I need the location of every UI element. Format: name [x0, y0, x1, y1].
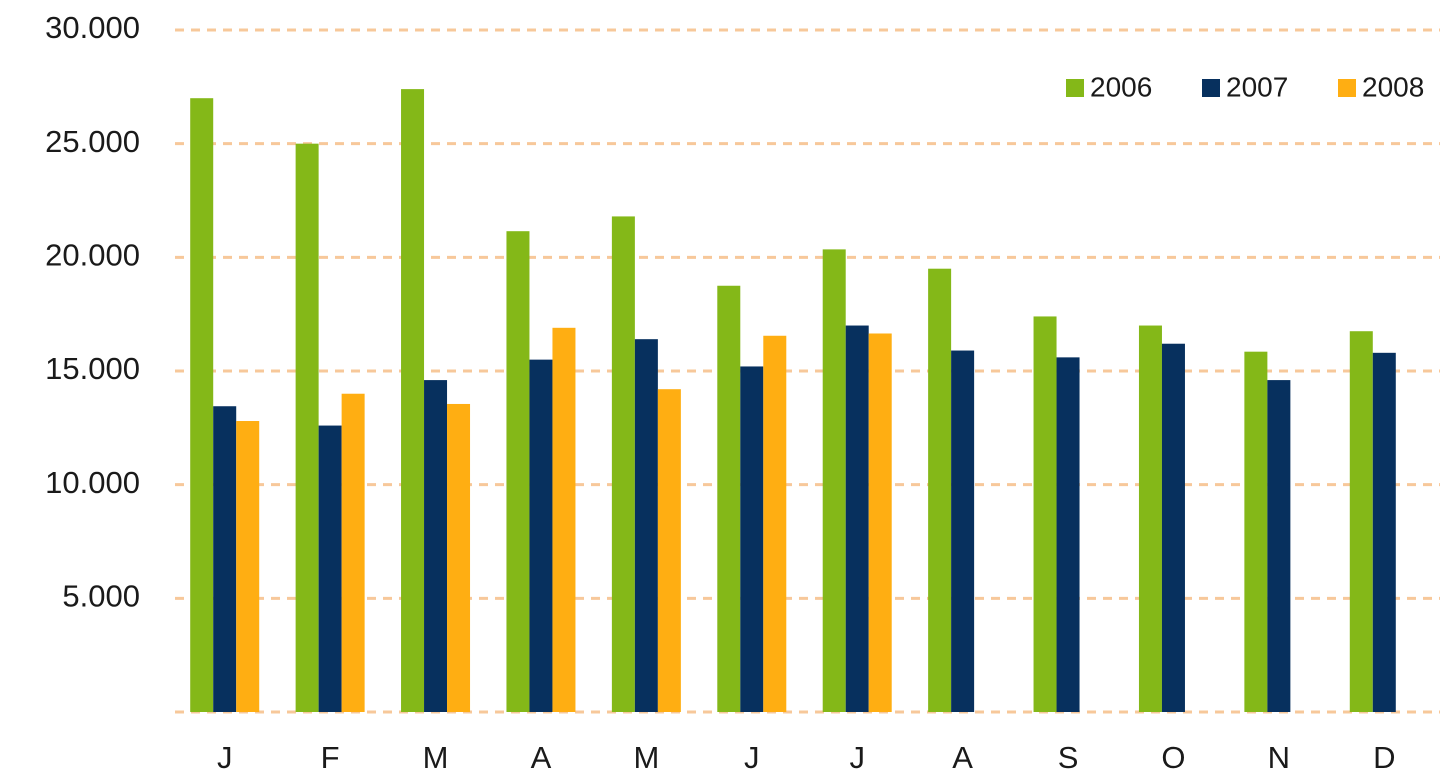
- bar: [657, 389, 681, 712]
- x-tick-label: A: [952, 740, 973, 775]
- bar: [236, 421, 260, 712]
- x-tick-label: N: [1268, 740, 1290, 775]
- x-tick-label: F: [321, 740, 340, 775]
- y-tick-label: 15.000: [45, 351, 140, 386]
- bar: [634, 339, 658, 712]
- bar: [506, 231, 530, 712]
- bar: [295, 143, 319, 712]
- y-tick-label: 25.000: [45, 124, 140, 159]
- y-tick-label: 10.000: [45, 465, 140, 500]
- bar: [447, 403, 471, 712]
- x-tick-label: S: [1058, 740, 1079, 775]
- legend-swatch: [1066, 79, 1084, 97]
- bar: [611, 216, 635, 712]
- x-tick-label: A: [531, 740, 552, 775]
- legend-label: 2006: [1090, 71, 1152, 102]
- bar: [318, 425, 342, 712]
- x-tick-label: M: [633, 740, 659, 775]
- bar: [1161, 343, 1185, 712]
- bar: [1372, 352, 1396, 712]
- legend-label: 2007: [1226, 71, 1288, 102]
- bar: [928, 268, 952, 712]
- bar: [717, 285, 741, 712]
- x-tick-label: J: [849, 740, 865, 775]
- x-tick-label: J: [744, 740, 760, 775]
- bar: [1267, 380, 1291, 712]
- legend-label: 2008: [1362, 71, 1424, 102]
- bar: [1033, 316, 1057, 712]
- x-tick-label: O: [1161, 740, 1185, 775]
- bar: [529, 359, 553, 712]
- bar: [845, 325, 869, 712]
- bar: [740, 366, 764, 712]
- bar: [190, 98, 214, 712]
- bar: [763, 335, 787, 712]
- bar: [1349, 331, 1373, 712]
- bar: [951, 350, 975, 712]
- bar: [868, 333, 892, 712]
- x-tick-label: D: [1373, 740, 1395, 775]
- legend-swatch: [1202, 79, 1220, 97]
- x-tick-label: J: [217, 740, 233, 775]
- y-tick-label: 30.000: [45, 10, 140, 45]
- bar: [822, 249, 846, 713]
- bar: [1138, 325, 1162, 712]
- y-tick-label: 20.000: [45, 238, 140, 273]
- bar: [1244, 351, 1268, 712]
- legend-swatch: [1338, 79, 1356, 97]
- bar: [424, 380, 448, 712]
- bar: [1056, 357, 1080, 712]
- bar: [213, 406, 237, 712]
- bar: [552, 327, 576, 712]
- x-tick-label: M: [423, 740, 449, 775]
- bar: [341, 393, 365, 712]
- y-tick-label: 5.000: [62, 579, 140, 614]
- bar: [401, 89, 425, 712]
